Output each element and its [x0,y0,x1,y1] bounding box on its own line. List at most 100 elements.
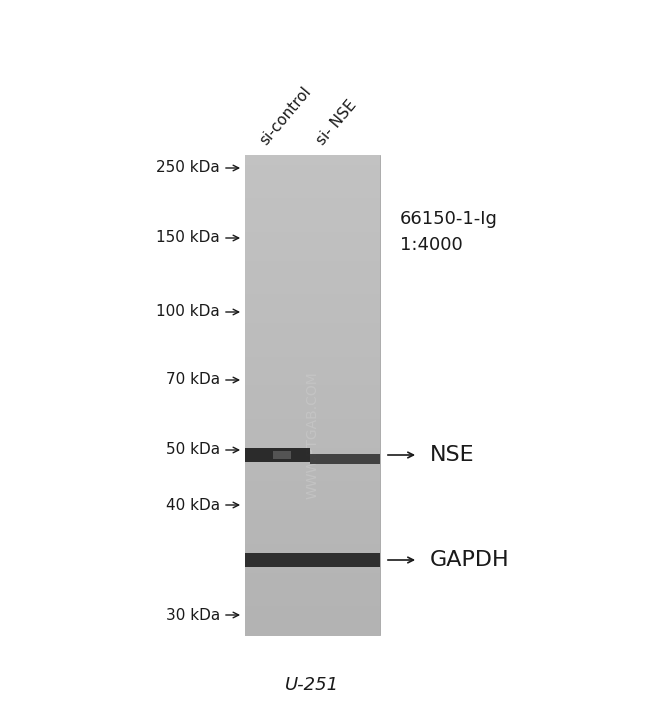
Bar [245,386,380,391]
Bar [245,491,380,496]
Bar [245,400,380,405]
Bar [245,582,380,587]
Bar [245,323,380,328]
Bar [245,309,380,314]
Bar [245,520,380,525]
Bar [245,553,380,567]
Bar [245,246,380,251]
Text: 100 kDa: 100 kDa [156,305,220,320]
Text: 66150-1-Ig: 66150-1-Ig [400,210,498,228]
Text: 150 kDa: 150 kDa [156,231,220,246]
Bar [245,462,380,467]
Bar [245,208,380,213]
Bar [245,496,380,501]
Bar [245,596,380,602]
Text: 50 kDa: 50 kDa [166,442,220,457]
Bar [245,280,380,285]
Bar [245,577,380,583]
Bar [245,515,380,520]
Bar [245,606,380,611]
Bar [245,438,380,444]
Bar [273,451,291,459]
Bar [245,347,380,352]
Bar [245,476,380,482]
Bar [245,155,380,635]
Bar [245,193,380,199]
Bar [245,563,380,568]
Bar [245,256,380,261]
Bar [245,299,380,305]
Bar [245,467,380,472]
Bar [245,198,380,204]
Bar [245,217,380,223]
Bar [245,549,380,554]
Bar [245,592,380,597]
Bar [245,558,380,564]
Bar [245,568,380,573]
Bar [245,231,380,237]
Bar [245,356,380,362]
Bar [245,621,380,626]
Bar [245,241,380,246]
Bar [245,361,380,366]
Bar [245,601,380,607]
Bar [245,251,380,256]
Bar [245,318,380,324]
Bar [245,275,380,280]
Bar [245,184,380,189]
Bar [245,530,380,535]
Bar [245,616,380,621]
Text: 70 kDa: 70 kDa [166,373,220,388]
Bar [245,294,380,300]
Bar [245,366,380,371]
Bar [245,155,380,160]
Bar [245,572,380,578]
Bar [245,165,380,170]
Bar [245,525,380,530]
Bar [245,236,380,242]
Bar [245,452,380,458]
Bar [245,486,380,491]
Bar [245,227,380,232]
Bar [245,506,380,510]
Bar [245,337,380,343]
Bar [245,553,380,559]
Bar [245,626,380,630]
Text: NSE: NSE [430,445,474,465]
Bar [245,174,380,180]
Bar [245,332,380,338]
Bar [245,501,380,506]
Text: GAPDH: GAPDH [430,550,510,570]
Bar [245,534,380,540]
Text: si- NSE: si- NSE [313,97,359,148]
Text: U-251: U-251 [285,676,339,694]
Bar [245,203,380,208]
Text: 30 kDa: 30 kDa [166,608,220,623]
Bar [245,414,380,420]
Bar [245,328,380,333]
Bar [245,189,380,194]
Text: 40 kDa: 40 kDa [166,498,220,513]
Bar [245,443,380,448]
Bar [245,395,380,400]
Bar [245,410,380,415]
Bar [245,448,380,453]
Bar [245,290,380,295]
Bar [245,381,380,386]
Bar [245,611,380,616]
Bar [245,630,380,635]
Bar [245,313,380,319]
Bar [245,448,310,462]
Bar [245,510,380,515]
Bar [245,179,380,185]
Bar [245,285,380,290]
Bar [245,342,380,347]
Bar [245,376,380,381]
Bar [245,433,380,439]
Bar [245,424,380,429]
Text: 250 kDa: 250 kDa [156,160,220,175]
Bar [245,160,380,165]
Bar [245,212,380,218]
Bar [245,222,380,227]
Text: WWW.PTGAB.COM: WWW.PTGAB.COM [306,371,320,499]
